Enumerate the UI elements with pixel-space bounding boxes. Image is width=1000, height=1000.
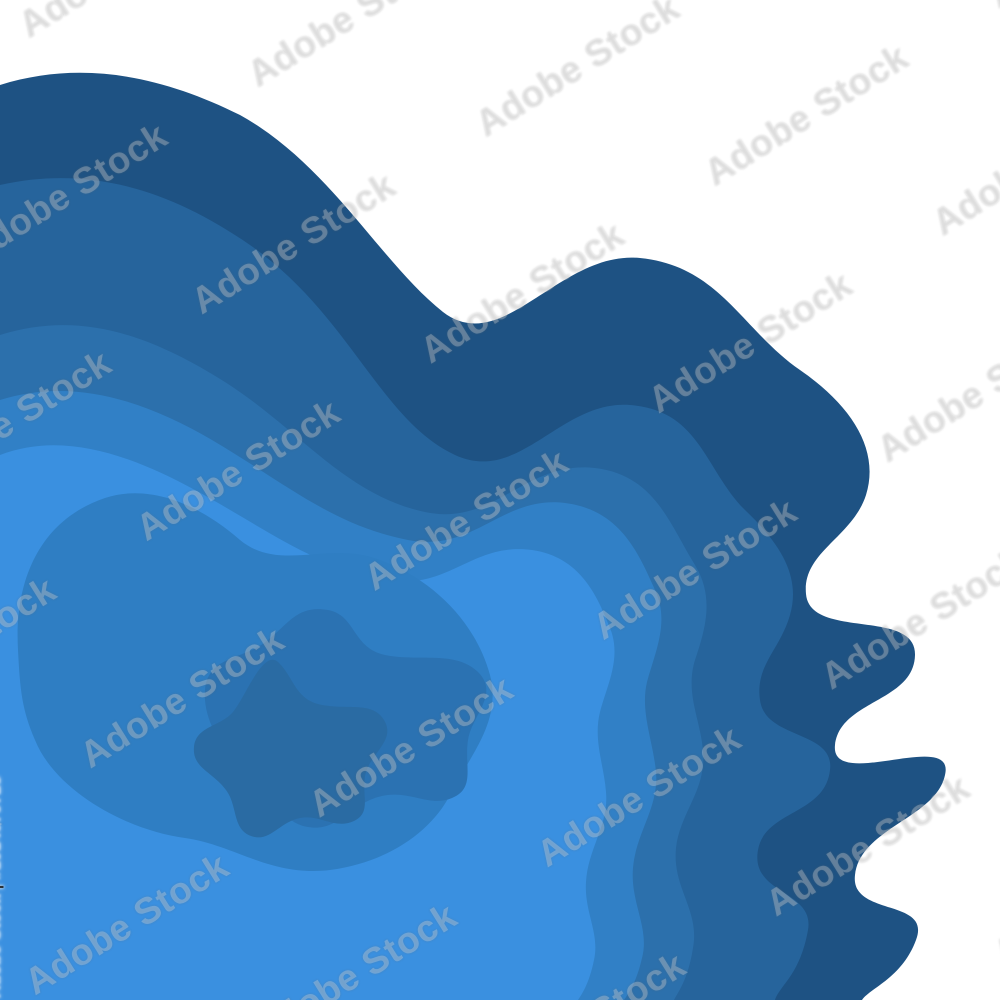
innermost-star xyxy=(193,659,388,838)
